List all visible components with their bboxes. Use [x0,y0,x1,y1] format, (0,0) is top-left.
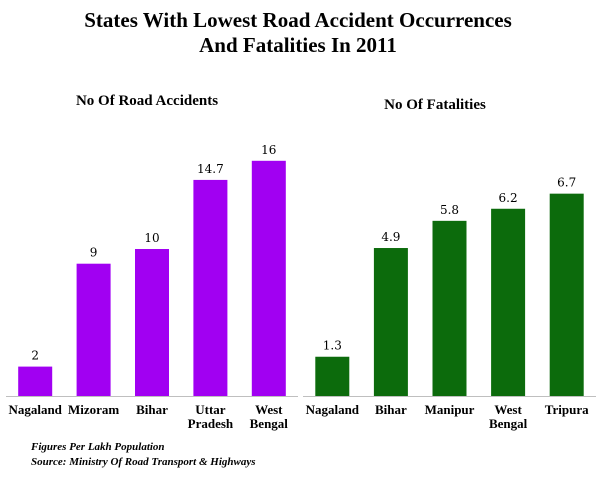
chart-title-line-1: States With Lowest Road Accident Occurre… [84,8,512,32]
bar-accidents-5 [251,160,286,396]
chart-title-line-2: And Fatalities In 2011 [199,33,397,57]
data-label-fatalities-5: 6.7 [557,176,576,190]
panel-title-fatalities: No Of Fatalities [384,97,486,113]
category-label-fatalities-2: Bihar [375,402,407,417]
bar-accidents-3 [135,249,169,396]
bar-fatalities-2 [373,248,408,396]
bar-accidents-1 [18,366,53,396]
category-label-accidents-4: Uttar Pradesh [188,402,234,431]
bar-accidents-4 [193,179,228,396]
bar-fatalities-5 [549,193,584,396]
data-label-fatalities-3: 5.8 [440,203,459,217]
category-label-fatalities-5: Tripura [545,402,589,417]
data-label-accidents-3: 10 [144,231,159,245]
data-label-accidents-1: 2 [31,349,39,363]
source-note: Source: Ministry Of Road Transport & Hig… [31,456,256,468]
category-label-accidents-5: West Bengal [250,402,289,431]
data-label-fatalities-1: 1.3 [323,339,342,353]
bar-accidents-2 [76,263,111,396]
category-label-fatalities-3: Manipur [425,402,475,417]
category-label-accidents-1: Nagaland [8,402,62,417]
category-label-fatalities-1: Nagaland [306,402,360,417]
category-label-accidents-3: Bihar [136,402,168,417]
chart-title: States With Lowest Road Accident Occurre… [0,8,596,58]
population-note: Figures Per Lakh Population [31,441,165,453]
category-label-accidents-2: Mizoram [68,402,119,417]
data-label-accidents-5: 16 [261,143,276,157]
data-label-fatalities-2: 4.9 [381,230,400,244]
data-label-fatalities-4: 6.2 [499,191,518,205]
bar-fatalities-4 [491,208,526,396]
data-label-accidents-2: 9 [90,246,98,260]
category-label-fatalities-4: West Bengal [489,402,528,431]
panel-title-accidents: No Of Road Accidents [76,93,218,109]
bar-fatalities-1 [315,356,350,396]
data-label-accidents-4: 14.7 [197,162,224,176]
bar-fatalities-3 [432,220,467,396]
